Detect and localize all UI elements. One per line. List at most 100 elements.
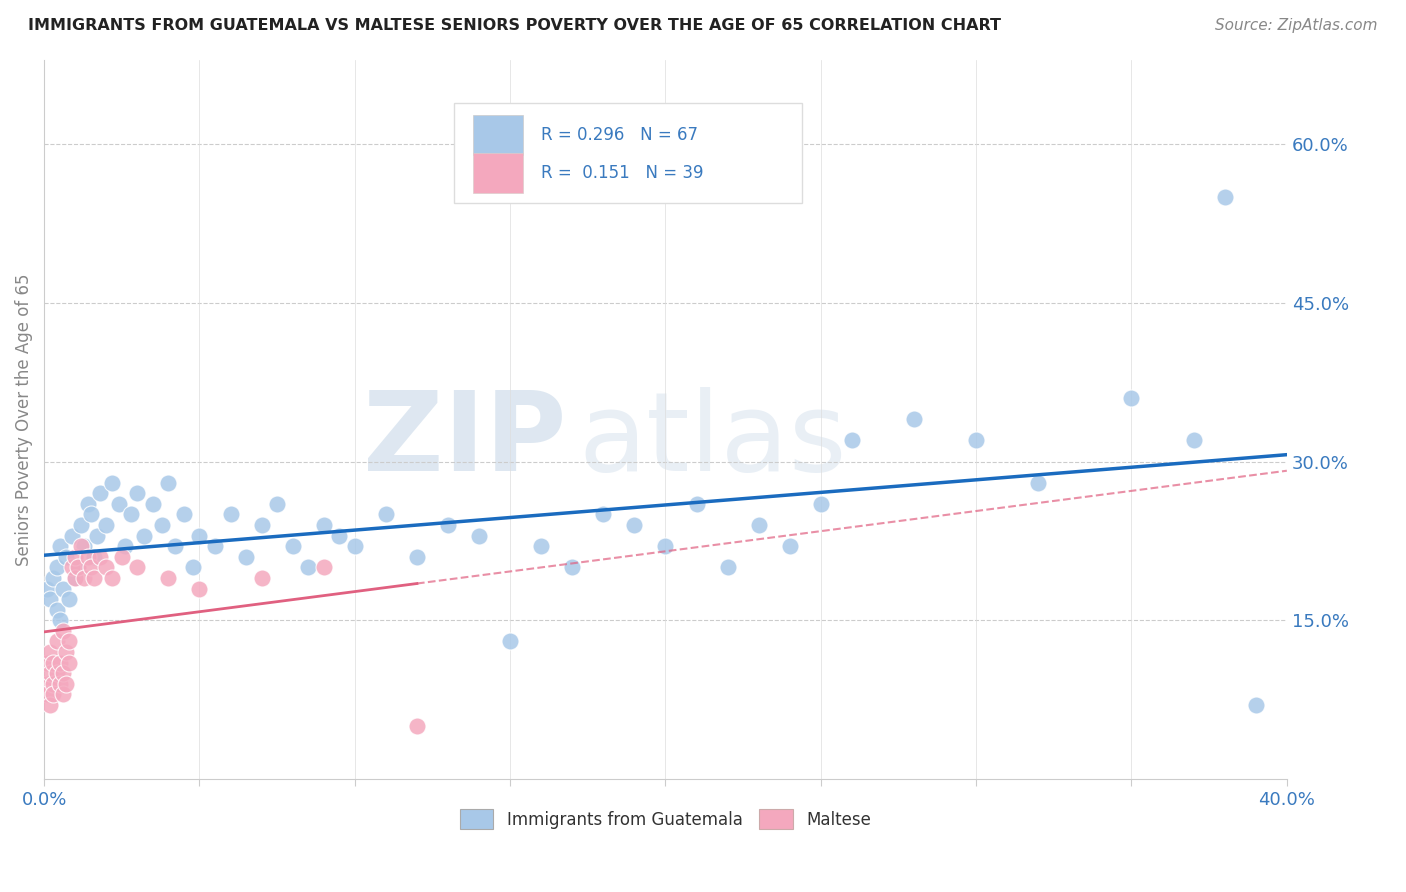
Point (76, 549, 98, 564)
Point (42, 676, 65, 690)
Point (1244, 698, 1267, 712)
Point (1182, 434, 1205, 448)
Legend: Immigrants from Guatemala, Maltese: Immigrants from Guatemala, Maltese (453, 803, 877, 835)
Point (55, 549, 77, 564)
Point (654, 539, 676, 553)
Point (42, 687, 65, 701)
Point (841, 434, 863, 448)
Point (157, 571, 180, 585)
Point (83, 571, 105, 585)
Point (52, 582, 75, 596)
Point (48, 613, 70, 627)
Point (96, 560, 118, 574)
Point (592, 508, 614, 522)
Text: IMMIGRANTS FROM GUATEMALA VS MALTESE SENIORS POVERTY OVER THE AGE OF 65 CORRELAT: IMMIGRANTS FROM GUATEMALA VS MALTESE SEN… (28, 18, 1001, 33)
Point (39, 645, 62, 659)
Point (499, 634, 522, 648)
Point (107, 497, 129, 511)
Point (48, 539, 70, 553)
Point (37, 582, 59, 596)
Point (80, 508, 103, 522)
Point (374, 508, 396, 522)
Point (1213, 190, 1236, 204)
Point (235, 549, 257, 564)
Point (437, 518, 460, 533)
Point (67, 560, 90, 574)
Point (219, 508, 242, 522)
Point (89, 486, 111, 500)
Point (163, 539, 186, 553)
Point (561, 560, 583, 574)
Point (281, 539, 304, 553)
Point (45, 666, 67, 681)
Text: R =  0.151   N = 39: R = 0.151 N = 39 (541, 164, 703, 182)
Point (63, 549, 86, 564)
Y-axis label: Seniors Poverty Over the Age of 65: Seniors Poverty Over the Age of 65 (15, 273, 32, 566)
Point (1121, 391, 1143, 405)
Point (80, 560, 103, 574)
Point (717, 560, 740, 574)
Point (127, 486, 149, 500)
Point (810, 497, 832, 511)
Point (150, 518, 173, 533)
Point (52, 666, 75, 681)
Point (60, 560, 83, 574)
Point (48, 656, 70, 670)
Point (45, 560, 67, 574)
Point (63, 571, 86, 585)
Point (67, 560, 90, 574)
Point (312, 518, 335, 533)
Point (101, 571, 124, 585)
Point (748, 518, 770, 533)
Point (132, 528, 155, 542)
Point (73, 539, 96, 553)
Point (55, 645, 77, 659)
Point (101, 475, 124, 490)
Point (111, 549, 134, 564)
Point (76, 497, 98, 511)
Point (52, 687, 75, 701)
Text: atlas: atlas (578, 387, 846, 494)
Point (39, 666, 62, 681)
Point (48, 676, 70, 690)
Point (86, 528, 108, 542)
Point (52, 624, 75, 638)
Point (39, 698, 62, 712)
Point (73, 571, 96, 585)
Point (70, 518, 93, 533)
Point (37, 687, 59, 701)
Point (55, 676, 77, 690)
Point (37, 656, 59, 670)
Point (58, 592, 80, 607)
Point (266, 497, 288, 511)
Text: Source: ZipAtlas.com: Source: ZipAtlas.com (1215, 18, 1378, 33)
Point (45, 634, 67, 648)
Point (45, 602, 67, 616)
Point (37, 676, 59, 690)
Point (63, 571, 86, 585)
FancyBboxPatch shape (472, 115, 523, 154)
Point (42, 571, 65, 585)
Point (188, 528, 211, 542)
FancyBboxPatch shape (454, 103, 803, 203)
Point (530, 539, 553, 553)
Point (623, 518, 645, 533)
Point (142, 497, 165, 511)
Point (42, 656, 65, 670)
Point (312, 560, 335, 574)
Point (1026, 475, 1049, 490)
Point (188, 582, 211, 596)
Point (60, 528, 83, 542)
Point (250, 518, 273, 533)
Point (779, 539, 801, 553)
Point (250, 571, 273, 585)
Point (173, 508, 195, 522)
Point (406, 719, 429, 733)
Point (58, 634, 80, 648)
Point (204, 539, 226, 553)
Point (181, 560, 204, 574)
Point (685, 497, 707, 511)
Point (127, 560, 149, 574)
Point (39, 592, 62, 607)
Point (468, 528, 491, 542)
